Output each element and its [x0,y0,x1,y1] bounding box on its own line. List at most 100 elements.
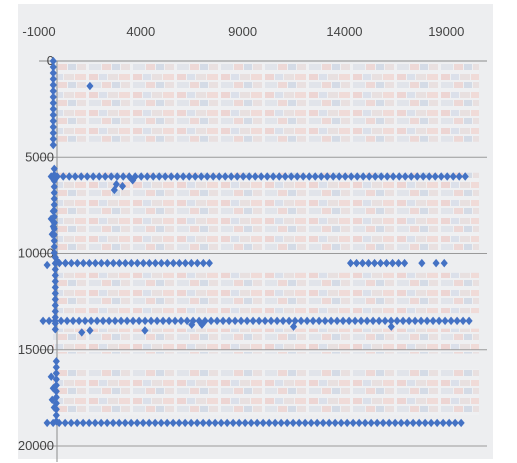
data-point [377,172,385,181]
data-point [179,172,187,181]
x-tick-label: 4000 [126,24,155,39]
data-point [52,375,60,384]
data-point [259,418,267,428]
data-point [411,316,419,326]
data-point [51,319,59,328]
data-point [125,172,133,181]
data-point [219,316,227,326]
data-point [131,172,139,181]
data-point [157,418,165,428]
data-point [49,62,57,72]
data-point [57,316,65,326]
data-point [358,258,367,268]
data-point [429,316,437,326]
data-point [93,316,101,326]
data-point [388,258,397,268]
data-point [86,81,94,91]
data-point [91,418,99,428]
data-point [187,418,195,428]
data-point [193,418,201,428]
data-point [127,258,135,268]
data-point [329,172,337,181]
photo-haze [18,4,493,459]
data-point [309,316,317,326]
data-point [49,104,57,114]
data-point [203,172,211,181]
data-point [119,172,127,181]
data-point [99,316,107,326]
data-point [51,265,59,274]
data-point [293,172,301,181]
data-point [201,316,209,326]
data-point [50,194,58,203]
data-point [83,172,91,181]
data-point [103,418,111,428]
x-tick-label: 9000 [228,24,257,39]
data-point [376,258,385,268]
container-block [53,63,479,142]
data-point [161,172,169,181]
data-point [319,418,327,428]
data-point [71,172,79,181]
data-point [281,172,289,181]
data-point [317,172,325,181]
container-block [53,272,479,314]
data-point [197,172,205,181]
data-point [387,322,395,331]
data-point [147,316,155,326]
data-point [73,418,81,428]
data-point [231,316,239,326]
data-point [67,418,75,428]
data-point [73,258,81,268]
data-point [117,316,125,326]
data-point [235,418,243,428]
data-point [364,258,373,268]
data-point [195,316,203,326]
data-point [245,172,253,181]
data-point [249,316,257,326]
data-point [211,418,219,428]
data-point [78,328,86,337]
data-point [263,172,271,181]
data-point [365,172,373,181]
data-point [343,418,351,428]
data-point [129,316,137,326]
data-point [432,258,440,268]
data-point [181,258,189,268]
data-point [403,418,411,428]
data-point [209,172,217,181]
data-point [269,172,277,181]
data-point [153,316,161,326]
data-point [213,316,221,326]
data-point [139,418,147,428]
data-point [118,181,127,191]
data-point [325,418,333,428]
data-point [305,172,313,181]
data-point [370,258,379,268]
data-point [321,316,329,326]
data-point [397,418,405,428]
data-point [51,253,59,262]
data-point [391,418,399,428]
data-point [215,172,223,181]
data-point [115,418,123,428]
data-point [265,418,273,428]
data-point [45,316,53,326]
data-point [385,418,393,428]
data-point [49,116,57,126]
data-point [135,316,143,326]
data-point [357,316,365,326]
data-point [50,188,58,197]
data-point [415,418,423,428]
data-point [133,418,141,428]
data-point [61,258,69,268]
data-point [61,418,69,428]
data-point [315,316,323,326]
data-point [151,418,159,428]
data-point [50,200,58,209]
data-point [50,170,58,179]
data-point [345,316,353,326]
data-point [199,418,207,428]
data-point [277,418,285,428]
